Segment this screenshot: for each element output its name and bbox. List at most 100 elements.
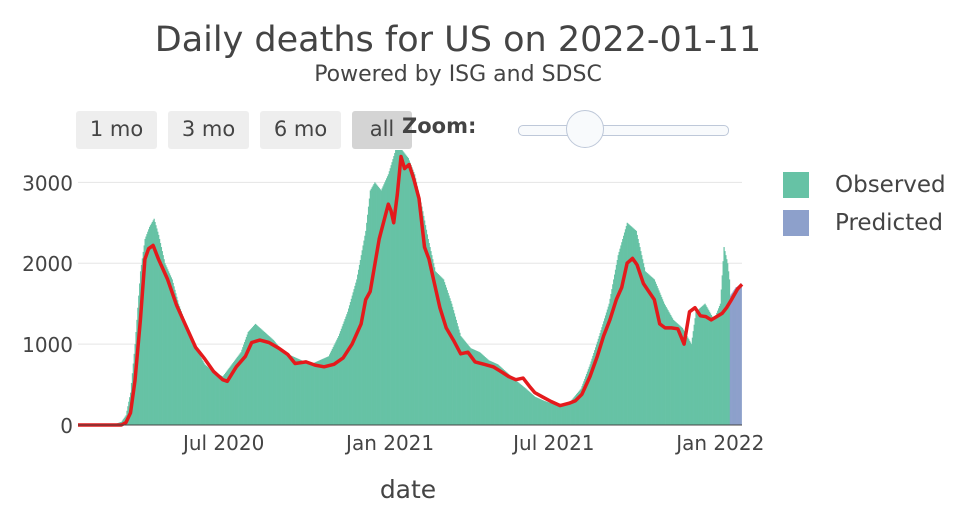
observed-bar <box>504 370 506 425</box>
observed-bar <box>490 361 493 425</box>
observed-bar <box>601 327 603 425</box>
observed-bar <box>193 343 195 425</box>
observed-bar <box>299 359 301 425</box>
observed-bar <box>348 305 351 425</box>
zoom-slider-handle[interactable] <box>566 110 604 148</box>
observed-bar <box>336 339 338 425</box>
observed-bar <box>424 220 426 425</box>
zoom-slider-track[interactable] <box>518 125 729 136</box>
observed-bar <box>447 292 449 425</box>
observed-bar <box>528 391 531 425</box>
observed-bar <box>484 357 486 425</box>
observed-bar <box>305 362 307 425</box>
observed-bar <box>437 274 439 425</box>
legend-item-predicted[interactable]: Predicted <box>783 208 943 238</box>
observed-bar <box>529 392 532 425</box>
observed-bar <box>248 330 250 425</box>
observed-bar <box>371 187 373 425</box>
observed-bar <box>533 395 535 425</box>
observed-bar <box>373 183 375 425</box>
observed-bar <box>588 366 590 425</box>
observed-bar <box>262 330 264 425</box>
observed-bar <box>280 348 282 425</box>
x-tick-label: Jul 2021 <box>511 431 594 455</box>
observed-bar <box>722 261 724 425</box>
observed-bar <box>675 322 677 425</box>
range-button-all[interactable]: all <box>352 111 412 149</box>
range-button-1-month[interactable]: 1 mo <box>76 111 157 149</box>
legend-item-observed[interactable]: Observed <box>783 170 946 200</box>
range-button-6-months[interactable]: 6 mo <box>260 111 341 149</box>
observed-bar <box>367 214 369 425</box>
observed-bar <box>702 305 704 425</box>
observed-bar <box>482 355 485 425</box>
observed-bar <box>459 332 461 425</box>
observed-bar <box>161 251 163 425</box>
observed-bar <box>281 350 283 425</box>
observed-bar <box>365 230 367 425</box>
observed-bar <box>667 310 669 425</box>
observed-bar <box>596 341 599 425</box>
observed-bar <box>572 398 574 425</box>
observed-bar <box>673 320 675 425</box>
observed-bar <box>213 372 215 425</box>
observed-bar <box>204 364 206 425</box>
observed-bar <box>262 331 265 425</box>
observed-bar <box>216 374 219 425</box>
observed-bar <box>410 165 412 426</box>
observed-bar <box>330 350 333 425</box>
observed-bar <box>189 334 191 425</box>
observed-bar <box>199 356 201 425</box>
observed-bar <box>142 251 144 425</box>
observed-bar <box>367 206 370 425</box>
x-axis-title: date <box>380 475 436 504</box>
observed-bar <box>522 386 524 425</box>
observed-bar <box>583 381 585 425</box>
observed-bar <box>640 251 642 425</box>
observed-bar <box>310 364 312 425</box>
observed-bar <box>166 267 168 425</box>
observed-bar <box>651 276 653 425</box>
observed-bar <box>718 308 720 425</box>
observed-bar <box>312 363 315 425</box>
observed-bar <box>379 189 381 425</box>
observed-bar <box>217 374 220 425</box>
predicted-bar <box>737 285 740 425</box>
observed-bar <box>332 347 334 425</box>
observed-bar <box>207 367 210 425</box>
observed-bar <box>253 325 255 425</box>
trend-line <box>78 154 744 427</box>
observed-bar <box>622 238 624 425</box>
observed-bar <box>500 367 503 425</box>
observed-bar <box>670 316 673 425</box>
range-button-3-months[interactable]: 3 mo <box>168 111 249 149</box>
observed-bar <box>250 328 252 425</box>
observed-bar <box>349 302 352 425</box>
observed-bar <box>642 259 644 425</box>
observed-bar <box>327 356 329 425</box>
observed-bar <box>360 255 362 425</box>
observed-bar <box>238 354 240 425</box>
observed-bar <box>168 271 170 425</box>
observed-bar <box>374 182 376 425</box>
observed-bar <box>355 282 357 425</box>
observed-bar <box>357 274 359 425</box>
observed-bar <box>254 323 257 425</box>
observed-bar <box>682 329 685 425</box>
observed-bar <box>711 316 713 425</box>
observed-bar <box>728 279 731 425</box>
observed-bar <box>276 344 278 425</box>
observed-bar <box>157 231 159 425</box>
observed-bar <box>353 289 355 425</box>
observed-bar <box>334 343 336 425</box>
observed-bar <box>164 263 166 425</box>
observed-bar <box>503 370 505 425</box>
observed-bar <box>303 361 305 425</box>
observed-bar <box>621 242 623 425</box>
observed-bar <box>527 390 529 425</box>
observed-bar <box>186 326 188 425</box>
observed-bar <box>639 247 641 425</box>
observed-bar <box>490 361 492 425</box>
observed-bar <box>671 318 674 425</box>
